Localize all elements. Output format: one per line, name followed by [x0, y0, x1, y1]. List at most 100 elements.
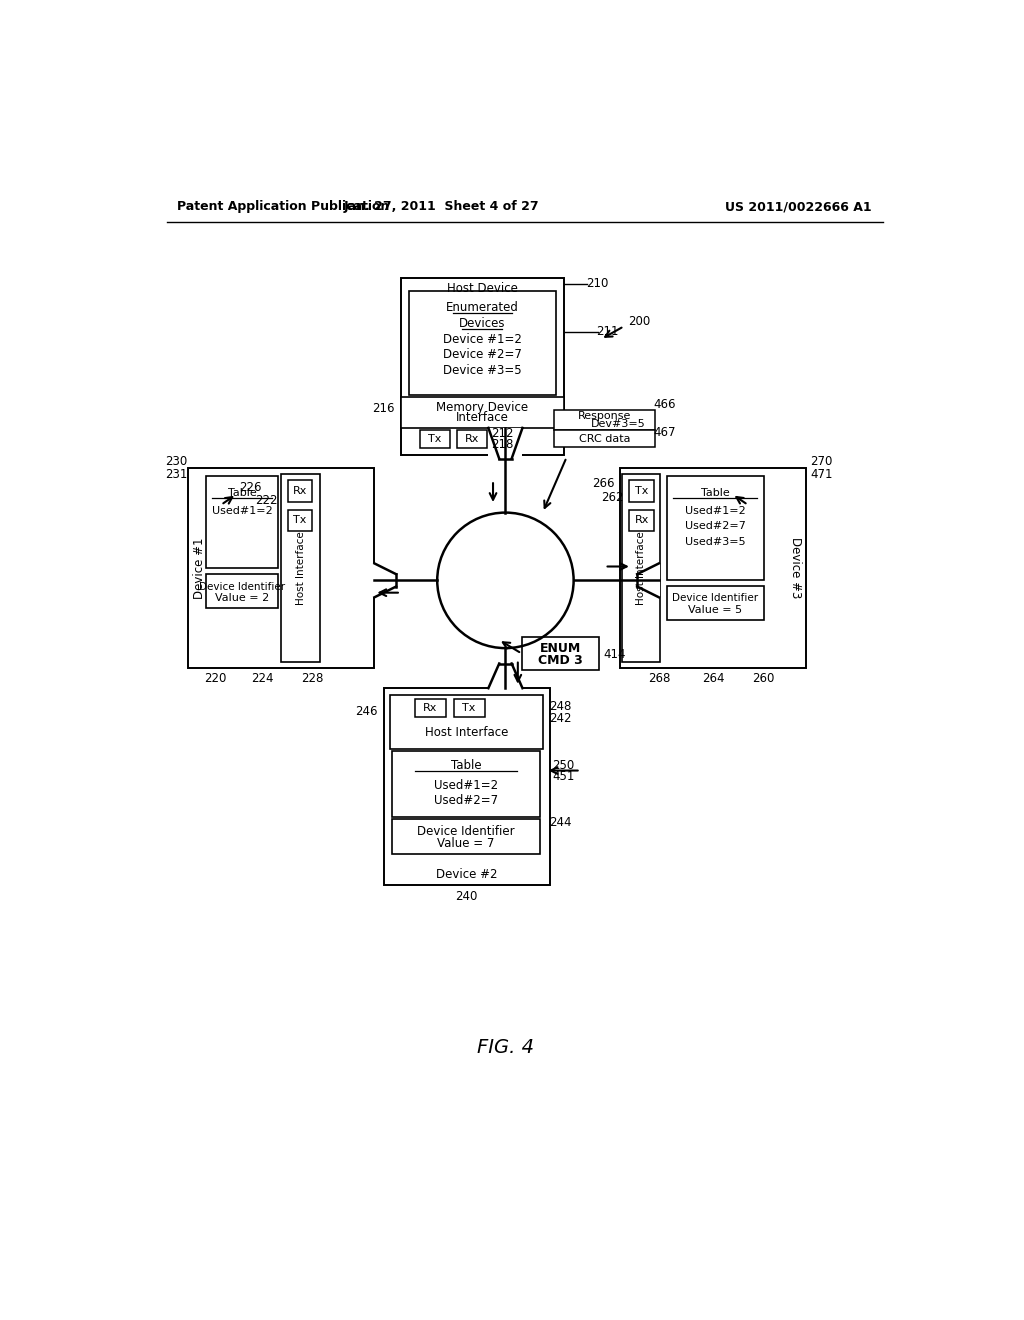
Text: Memory Device: Memory Device: [436, 400, 528, 413]
Text: 224: 224: [251, 672, 273, 685]
Text: 262: 262: [601, 491, 624, 504]
Text: Device Identifier: Device Identifier: [417, 825, 515, 838]
Text: Jan. 27, 2011  Sheet 4 of 27: Jan. 27, 2011 Sheet 4 of 27: [344, 201, 540, 214]
Text: 266: 266: [592, 477, 614, 490]
Bar: [554, 411, 655, 430]
Bar: [488, 428, 522, 459]
Text: CRC data: CRC data: [579, 434, 631, 444]
Text: Device Identifier: Device Identifier: [672, 593, 758, 603]
Bar: [420, 430, 450, 447]
Bar: [288, 480, 312, 502]
Bar: [554, 430, 655, 447]
Bar: [384, 688, 550, 884]
Text: US 2011/0022666 A1: US 2011/0022666 A1: [725, 201, 872, 214]
Text: Used#1=2: Used#1=2: [212, 506, 272, 516]
Text: Tx: Tx: [428, 434, 441, 444]
Text: Device #2: Device #2: [436, 869, 498, 880]
Text: ENUM: ENUM: [540, 642, 581, 655]
Text: Host Device: Host Device: [446, 282, 517, 296]
Text: 268: 268: [648, 672, 670, 685]
Text: Interface: Interface: [456, 412, 509, 425]
Text: 242: 242: [549, 713, 571, 726]
Text: Rx: Rx: [293, 486, 307, 496]
Bar: [521, 638, 599, 669]
Text: 248: 248: [549, 700, 571, 713]
Text: Used#3=5: Used#3=5: [685, 537, 745, 546]
Bar: [206, 475, 279, 568]
Text: Device Identifier: Device Identifier: [199, 582, 285, 591]
Bar: [282, 474, 321, 663]
Text: Tx: Tx: [462, 704, 476, 713]
Bar: [630, 480, 654, 502]
Text: Rx: Rx: [465, 434, 479, 444]
Text: 246: 246: [355, 705, 378, 718]
Text: Device #1: Device #1: [193, 537, 206, 599]
Bar: [409, 290, 556, 395]
Text: 228: 228: [301, 672, 324, 685]
Bar: [667, 586, 764, 619]
Bar: [630, 510, 654, 531]
Text: 240: 240: [456, 890, 478, 903]
Bar: [391, 751, 541, 817]
Text: 467: 467: [654, 426, 676, 440]
Text: 270: 270: [810, 455, 833, 469]
Text: 231: 231: [165, 467, 187, 480]
Text: Table: Table: [451, 759, 481, 772]
Bar: [391, 818, 541, 854]
Text: 210: 210: [586, 277, 608, 290]
Text: 414: 414: [603, 648, 626, 661]
Bar: [667, 475, 764, 579]
Text: 250: 250: [552, 759, 574, 772]
Text: Device #1=2: Device #1=2: [442, 333, 521, 346]
Bar: [373, 564, 396, 597]
Text: 200: 200: [629, 315, 650, 329]
Text: Devices: Devices: [459, 317, 506, 330]
Text: 222: 222: [255, 494, 278, 507]
Text: Value = 2: Value = 2: [215, 593, 269, 603]
Text: Value = 7: Value = 7: [437, 837, 495, 850]
Text: FIG. 4: FIG. 4: [477, 1039, 534, 1057]
Bar: [400, 397, 563, 428]
Text: Host Interface: Host Interface: [296, 531, 306, 605]
Bar: [458, 430, 486, 447]
Text: Patent Application Publication: Patent Application Publication: [177, 201, 389, 214]
Text: Dev#3=5: Dev#3=5: [591, 418, 646, 429]
Text: 211: 211: [596, 325, 618, 338]
Bar: [288, 510, 312, 531]
Text: Used#1=2: Used#1=2: [685, 506, 745, 516]
Bar: [390, 696, 544, 748]
Text: CMD 3: CMD 3: [538, 653, 583, 667]
Text: 466: 466: [654, 399, 676, 412]
Text: 218: 218: [492, 437, 513, 450]
Bar: [637, 564, 660, 597]
Text: Device #2=7: Device #2=7: [442, 348, 521, 362]
Text: Value = 5: Value = 5: [688, 605, 742, 615]
Bar: [622, 474, 660, 663]
Text: Table: Table: [227, 487, 256, 498]
Text: 230: 230: [165, 455, 187, 469]
Text: Host Interface: Host Interface: [636, 531, 646, 605]
Text: 216: 216: [373, 403, 395, 416]
Bar: [206, 574, 279, 609]
Text: Host Interface: Host Interface: [425, 726, 508, 739]
Bar: [488, 664, 522, 689]
Bar: [415, 700, 445, 718]
Bar: [188, 469, 375, 668]
Text: 451: 451: [552, 770, 574, 783]
Text: 226: 226: [240, 480, 262, 494]
Text: Device #3: Device #3: [788, 537, 802, 599]
Text: Response: Response: [578, 412, 632, 421]
Bar: [400, 277, 563, 455]
Text: Table: Table: [700, 487, 729, 498]
Text: Tx: Tx: [293, 515, 307, 525]
Bar: [621, 469, 806, 668]
Text: Used#2=7: Used#2=7: [685, 521, 745, 532]
Text: Tx: Tx: [635, 486, 648, 496]
Text: Enumerated: Enumerated: [445, 301, 518, 314]
Bar: [454, 700, 484, 718]
Text: 220: 220: [205, 672, 226, 685]
Text: Device #3=5: Device #3=5: [442, 363, 521, 376]
Text: Used#2=7: Used#2=7: [434, 795, 498, 807]
Text: 260: 260: [753, 672, 775, 685]
Text: 212: 212: [492, 426, 514, 440]
